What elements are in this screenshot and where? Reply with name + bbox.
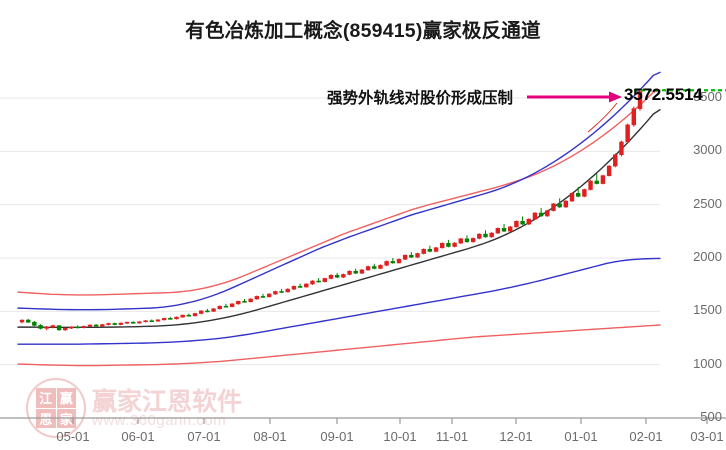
x-axis-tick-label: 01-01 (564, 429, 598, 444)
band-lines (17, 71, 661, 367)
y-axis-tick-label: 3000 (693, 142, 722, 158)
x-axis-tick-label: 12-01 (499, 429, 533, 444)
x-axis-tick-label: 07-01 (187, 429, 221, 444)
x-axis-tick-label: 03-01 (690, 429, 724, 444)
chart-title: 有色冶炼加工概念(859415)赢家极反通道 (185, 20, 541, 42)
candlestick-series (19, 90, 643, 331)
gridlines (0, 97, 660, 419)
annotation-label: 强势外轨线对股价形成压制 (327, 90, 514, 107)
x-axis-tick-label: 06-01 (121, 429, 155, 444)
annotation-overlay (527, 89, 726, 133)
x-axis-tick-label: 08-01 (253, 429, 287, 444)
x-axis-tick-label: 02-01 (629, 429, 663, 444)
y-axis-tick-label: 2000 (693, 249, 722, 264)
y-axis-tick-label: 1000 (693, 355, 722, 371)
y-axis-tick-label: 1500 (693, 302, 722, 318)
y-axis-tick-label: 2500 (693, 195, 722, 211)
current-price-label: 3572.5514 (624, 85, 703, 104)
y-axis-tick-label: 3500 (693, 89, 722, 104)
y-axis-tick-label: 500 (700, 409, 722, 424)
x-axis-tick-label: 05-01 (56, 429, 90, 444)
axis-lines (0, 417, 726, 424)
x-axis-tick-label: 11-01 (435, 429, 469, 444)
x-axis-tick-label: 10-01 (383, 429, 417, 444)
x-axis-tick-label: 09-01 (320, 429, 354, 444)
